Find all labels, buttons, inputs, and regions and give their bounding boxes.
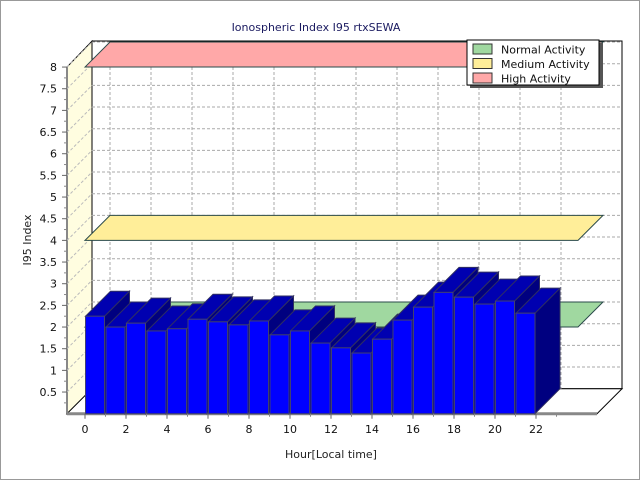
grid-line-side <box>66 41 93 68</box>
grid-line-side <box>66 345 93 371</box>
bar-front <box>85 315 105 415</box>
legend-label: High Activity <box>501 73 571 86</box>
bar-front <box>208 321 228 415</box>
grid-line-side <box>66 85 93 111</box>
bar-front <box>228 324 249 415</box>
bar-front <box>351 352 372 415</box>
bar-front <box>372 338 392 415</box>
bar-front <box>413 306 433 415</box>
y-tick-label: 4.5 <box>40 213 58 226</box>
legend-swatch <box>472 58 493 69</box>
x-tick-label: 10 <box>283 423 297 436</box>
x-axis-label: Hour[Local time] <box>285 448 377 461</box>
y-tick-label: 1 <box>50 364 57 377</box>
legend-swatch <box>472 72 493 84</box>
bar-21 <box>514 286 562 415</box>
x-tick-label: 16 <box>406 423 420 436</box>
bar-front <box>167 328 187 415</box>
bar-front <box>249 320 269 415</box>
threshold-plane-medium-activity <box>83 214 605 241</box>
y-tick-label: 3.5 <box>40 256 58 269</box>
grid-line-side <box>66 366 93 393</box>
bar-front <box>474 303 495 415</box>
grid-line-side <box>66 215 93 241</box>
bar-front <box>331 347 351 415</box>
y-tick-label: 8 <box>50 61 57 74</box>
bar-front <box>269 334 290 415</box>
bar-front <box>126 322 146 415</box>
y-tick-label: 3 <box>50 278 57 291</box>
x-tick-label: 6 <box>205 423 212 436</box>
y-axis-label: I95 Index <box>21 214 34 266</box>
bar-front <box>310 342 331 415</box>
x-tick-label: 4 <box>164 423 171 436</box>
x-tick-label: 12 <box>324 423 338 436</box>
legend-label: Medium Activity <box>501 58 590 71</box>
bar-front <box>392 319 413 415</box>
grid-line-side <box>66 128 93 155</box>
bar-front <box>454 296 474 415</box>
grid-line-side <box>66 323 93 350</box>
grid-line-side <box>66 106 93 133</box>
grid-line-side <box>66 236 93 263</box>
y-tick-label: 2.5 <box>40 299 58 312</box>
x-tick-label: 20 <box>488 423 502 436</box>
y-tick-label: 2 <box>50 321 57 334</box>
bar-front <box>495 300 515 415</box>
y-tick-label: 6 <box>50 148 57 161</box>
legend-swatch <box>472 43 493 55</box>
x-tick-label: 8 <box>246 423 253 436</box>
grid-line-side <box>66 301 93 328</box>
grid-line-side <box>66 258 93 285</box>
y-tick-label: 7.5 <box>40 83 58 96</box>
grid-line-side <box>66 193 93 220</box>
y-tick-label: 7 <box>50 104 57 117</box>
grid-line-side <box>66 63 93 90</box>
bar-front <box>290 330 310 415</box>
bar-front <box>105 326 126 415</box>
y-tick-label: 5.5 <box>40 169 58 182</box>
bar-front <box>433 291 454 415</box>
x-tick-label: 14 <box>365 423 379 436</box>
legend-label: Normal Activity <box>501 44 586 57</box>
bar-front <box>146 330 167 415</box>
y-tick-label: 0.5 <box>40 386 58 399</box>
y-tick-label: 6.5 <box>40 126 58 139</box>
x-tick-label: 2 <box>123 423 130 436</box>
bar-front <box>515 312 536 415</box>
y-tick-label: 4 <box>50 234 57 247</box>
grid-line-side <box>66 171 93 198</box>
grid-line-side <box>66 280 93 306</box>
y-tick-label: 1.5 <box>40 343 58 356</box>
x-tick-label: 0 <box>82 423 89 436</box>
x-tick-label: 18 <box>447 423 461 436</box>
chart-title: Ionospheric Index I95 rtxSEWA <box>232 21 401 34</box>
y-tick-label: 5 <box>50 191 57 204</box>
grid-line-side <box>66 150 93 176</box>
x-tick-label: 22 <box>529 423 543 436</box>
bar-front <box>187 318 208 415</box>
